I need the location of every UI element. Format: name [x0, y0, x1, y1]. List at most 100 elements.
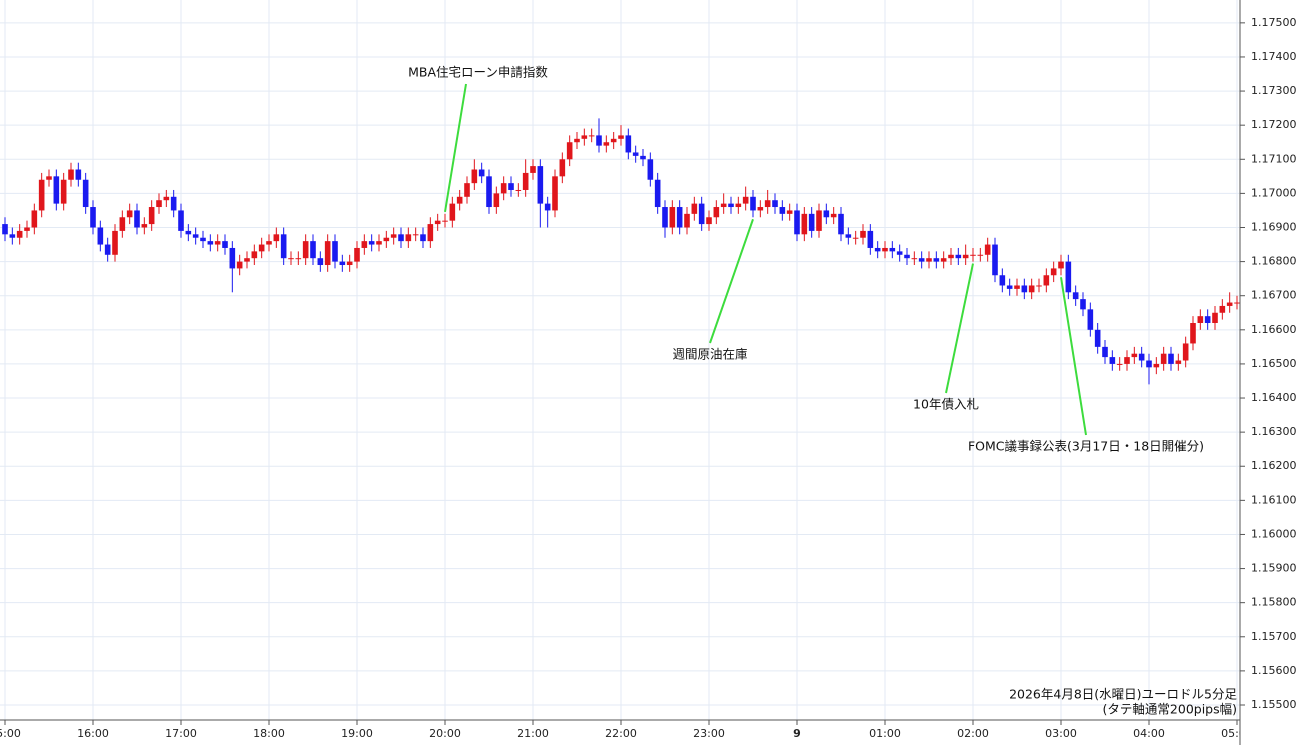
candle-body — [310, 241, 316, 259]
candle-body — [588, 135, 595, 137]
candle-body — [222, 241, 228, 248]
annotation-label: 10年債入札 — [913, 397, 979, 412]
candle-body — [214, 241, 221, 245]
candle-body — [515, 189, 522, 191]
annotation-leader — [444, 83, 467, 213]
candle-body — [640, 155, 646, 160]
candle-body — [1212, 312, 1218, 323]
candle-body — [552, 176, 558, 211]
candle-body — [1094, 329, 1101, 347]
candle-body — [251, 251, 258, 259]
candle-body — [398, 234, 404, 242]
candle-body — [200, 237, 206, 242]
candle-body — [1058, 261, 1064, 269]
candle-body — [119, 217, 126, 231]
candle-body — [940, 258, 947, 262]
candle-body — [346, 261, 353, 266]
x-tick-label: 02:00 — [957, 727, 989, 740]
candle-body — [559, 159, 566, 177]
caption: 2026年4月8日(水曜日)ユーロドル5分足 — [1009, 687, 1237, 702]
candle-body — [1006, 285, 1013, 289]
candle-body — [185, 230, 192, 235]
annotation-leader — [1060, 277, 1087, 436]
candle-body — [376, 241, 382, 245]
candle-body — [339, 261, 346, 266]
candle-body — [911, 258, 918, 260]
candle-body — [38, 179, 45, 211]
y-tick-label: 1.16700 — [1251, 289, 1297, 302]
x-tick-label: 21:00 — [517, 727, 549, 740]
candle-body — [90, 207, 96, 228]
x-tick-label: 9 — [793, 727, 801, 740]
candle-body — [918, 258, 925, 262]
y-tick-label: 1.15600 — [1251, 664, 1297, 677]
candle-body — [434, 220, 441, 225]
candle-body — [427, 224, 434, 242]
y-tick-label: 1.15700 — [1251, 630, 1297, 643]
candle-body — [280, 234, 287, 259]
candle-body — [229, 247, 236, 269]
candle-body — [691, 203, 698, 214]
candle-body — [852, 237, 859, 239]
candle-body — [75, 169, 82, 180]
x-tick-label: 22:00 — [605, 727, 637, 740]
candle-body — [750, 196, 756, 211]
candle-body — [603, 142, 610, 146]
x-tick-label: 03:00 — [1045, 727, 1077, 740]
y-tick-label: 1.16800 — [1251, 255, 1297, 268]
candle-body — [808, 213, 815, 231]
candle-body — [68, 169, 74, 180]
candle-body — [1234, 302, 1240, 304]
annotation-leader — [945, 263, 974, 394]
y-tick-label: 1.17100 — [1251, 152, 1297, 165]
candle-body — [1168, 353, 1174, 364]
candle-body — [618, 135, 624, 139]
candle-body — [82, 179, 89, 208]
y-tick-label: 1.17500 — [1251, 16, 1297, 29]
candle-body — [97, 227, 104, 245]
candle-body — [1219, 305, 1226, 313]
candle-body — [361, 241, 368, 248]
candle-body — [698, 203, 705, 225]
candle-body — [324, 241, 331, 266]
candle-body — [31, 210, 38, 228]
candle-body — [882, 247, 888, 252]
candle-body — [317, 258, 324, 266]
candle-body — [332, 241, 338, 262]
candle-body — [669, 207, 676, 228]
candle-body — [412, 234, 419, 236]
candle-body — [141, 224, 148, 228]
grid — [0, 0, 1240, 720]
candle-body — [823, 210, 830, 218]
candle-body — [46, 176, 52, 180]
candle-body — [1182, 343, 1189, 361]
candle-body — [786, 210, 793, 214]
caption: (タテ軸通常200pips幅) — [1103, 702, 1237, 717]
candle-body — [647, 159, 654, 180]
x-tick-label: 17:00 — [165, 727, 197, 740]
candle-body — [728, 203, 734, 208]
candle-body — [1072, 292, 1079, 300]
candle-body — [625, 135, 632, 153]
y-tick-label: 1.16000 — [1251, 527, 1297, 540]
y-tick-label: 1.15900 — [1251, 562, 1297, 575]
candle-body — [464, 183, 470, 197]
candle-body — [16, 230, 23, 238]
x-tick-label: 20:00 — [429, 727, 461, 740]
candle-body — [288, 258, 294, 260]
candle-body — [794, 210, 800, 235]
candle-body — [368, 241, 375, 245]
candle-body — [574, 138, 580, 143]
candle-body — [720, 203, 727, 208]
candle-body — [258, 244, 265, 252]
candle-body — [757, 207, 764, 211]
candle-body — [1065, 261, 1072, 293]
candle-body — [779, 207, 786, 214]
candle-body — [537, 166, 544, 204]
candle-body — [735, 203, 742, 208]
candle-body — [244, 258, 250, 262]
candle-body — [845, 234, 852, 238]
candle-body — [1109, 357, 1116, 364]
candle-body — [1197, 316, 1204, 323]
